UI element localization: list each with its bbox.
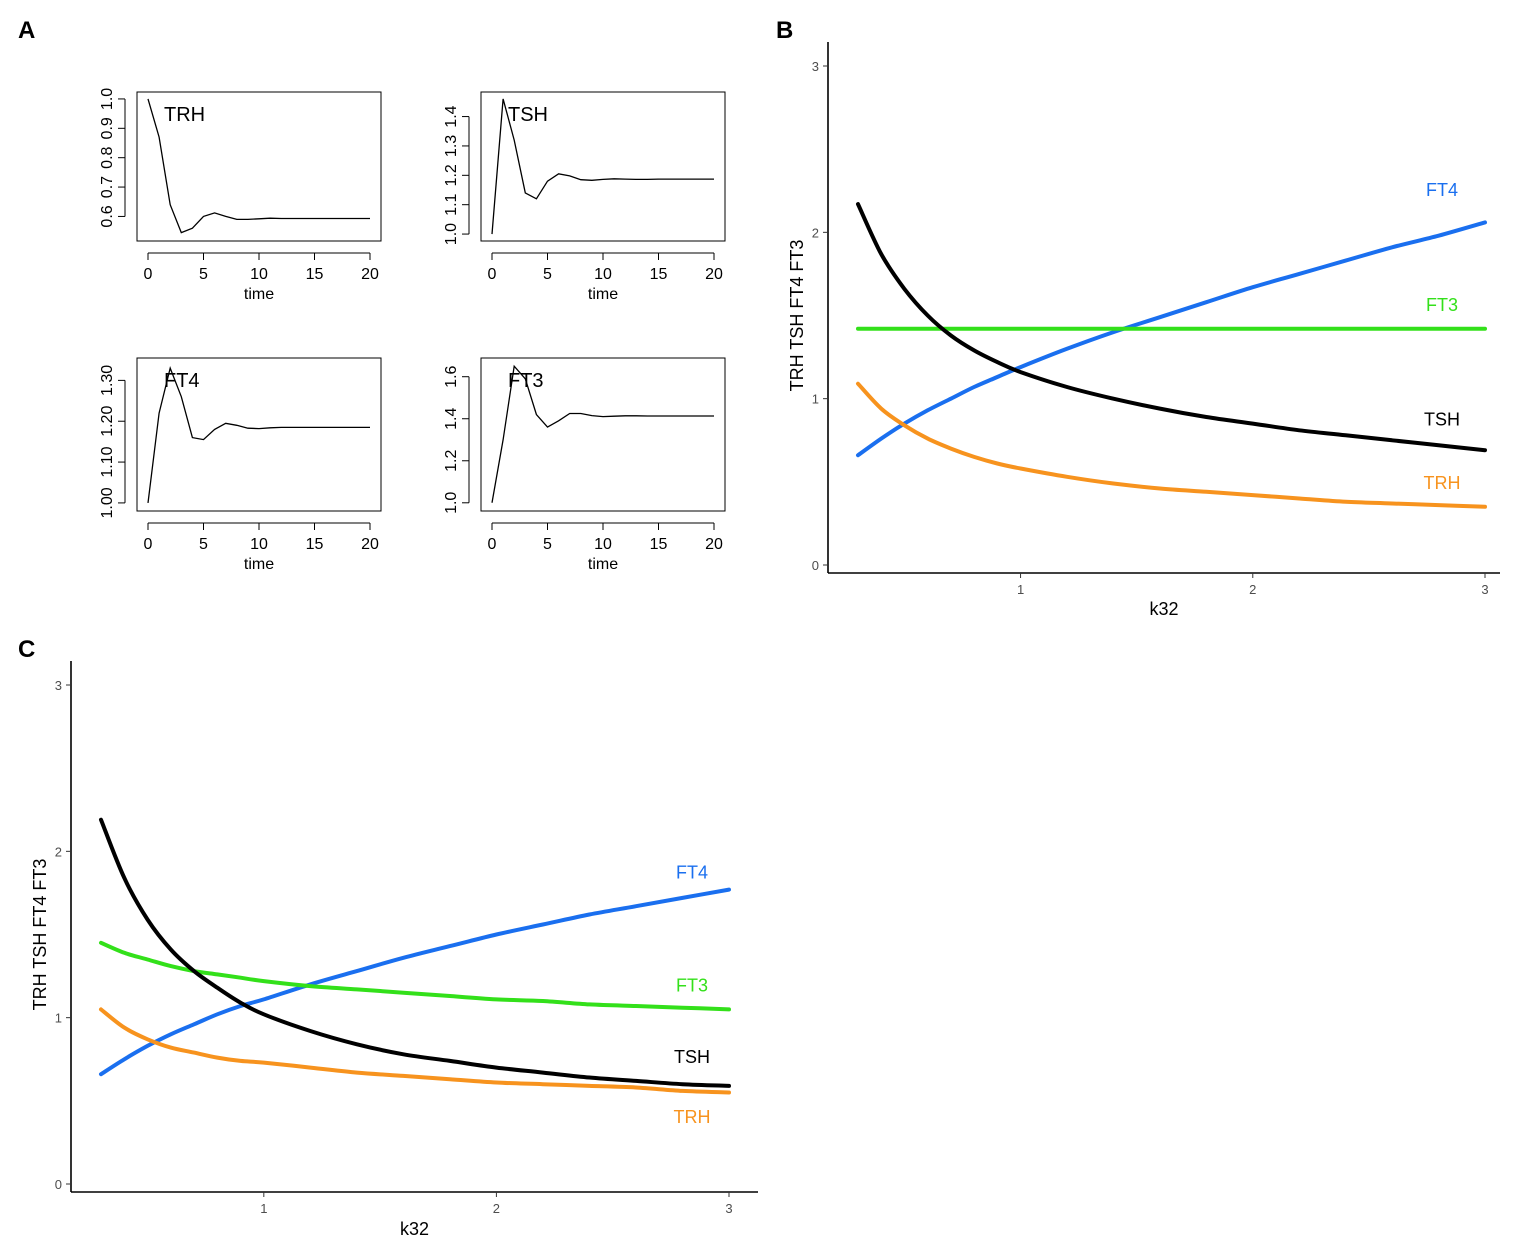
x-tick-label-ft3: 20 bbox=[705, 536, 723, 553]
series-label-b-tsh: TSH bbox=[1424, 410, 1460, 430]
x-axis-title-tsh: time bbox=[588, 286, 618, 303]
x-tick-label-b: 1 bbox=[1017, 582, 1024, 597]
plot-frame-trh bbox=[136, 91, 382, 242]
x-tick-label-tsh: 5 bbox=[543, 266, 552, 283]
x-tick-label-ft4: 10 bbox=[250, 536, 268, 553]
x-tick-label-c: 1 bbox=[260, 1201, 267, 1216]
y-tick-label-c: 2 bbox=[55, 844, 62, 859]
y-tick-label-ft4: 1.20 bbox=[99, 406, 116, 437]
panel-label-a: A bbox=[18, 17, 35, 44]
x-tick-label-ft4: 0 bbox=[144, 536, 153, 553]
plot-title-ft3: FT3 bbox=[508, 370, 544, 392]
series-line-c-trh bbox=[99, 1007, 731, 1095]
y-tick-label-trh: 0.6 bbox=[99, 205, 116, 227]
x-tick-label-ft4: 20 bbox=[361, 536, 379, 553]
y-tick-label-tsh: 1.4 bbox=[443, 105, 460, 127]
y-tick-label-ft4: 1.00 bbox=[99, 487, 116, 518]
x-tick-label-ft4: 15 bbox=[306, 536, 324, 553]
panel-label-b: B bbox=[776, 17, 793, 44]
y-tick-label-tsh: 1.3 bbox=[443, 135, 460, 157]
plot-title-tsh: TSH bbox=[508, 104, 548, 126]
y-tick-label-b: 0 bbox=[812, 558, 819, 573]
series-label-b-ft4: FT4 bbox=[1426, 180, 1458, 200]
y-tick-label-b: 1 bbox=[812, 392, 819, 407]
series-line-c-ft4 bbox=[99, 887, 731, 1077]
series-line-tsh bbox=[491, 98, 714, 235]
plot-frame-ft3 bbox=[480, 357, 726, 512]
x-tick-label-c: 3 bbox=[725, 1201, 732, 1216]
series-label-c-ft3: FT3 bbox=[676, 975, 708, 995]
y-tick-label-c: 0 bbox=[55, 1177, 62, 1192]
series-label-b-ft3: FT3 bbox=[1426, 295, 1458, 315]
x-tick-label-tsh: 0 bbox=[488, 266, 497, 283]
plot-frame-tsh bbox=[480, 91, 726, 242]
y-tick-label-ft3: 1.6 bbox=[443, 365, 460, 387]
x-tick-label-ft3: 10 bbox=[594, 536, 612, 553]
x-tick-label-ft4: 5 bbox=[199, 536, 208, 553]
series-line-trh bbox=[147, 98, 370, 234]
y-axis-title-c: TRH TSH FT4 FT3 bbox=[30, 859, 50, 1011]
series-line-ft4 bbox=[147, 365, 370, 503]
x-tick-label-ft3: 5 bbox=[543, 536, 552, 553]
x-axis-title-ft3: time bbox=[588, 556, 618, 573]
y-tick-label-tsh: 1.2 bbox=[443, 164, 460, 186]
series-label-b-trh: TRH bbox=[1424, 473, 1461, 493]
x-tick-label-trh: 0 bbox=[144, 266, 153, 283]
x-axis-title-b: k32 bbox=[1149, 599, 1178, 619]
y-tick-label-ft3: 1.0 bbox=[443, 492, 460, 514]
y-tick-label-trh: 0.9 bbox=[99, 117, 116, 139]
x-tick-label-ft3: 15 bbox=[650, 536, 668, 553]
plot-frame-ft4 bbox=[136, 357, 382, 512]
series-label-c-ft4: FT4 bbox=[676, 862, 708, 882]
x-tick-label-tsh: 10 bbox=[594, 266, 612, 283]
x-tick-label-ft3: 0 bbox=[488, 536, 497, 553]
x-axis-title-c: k32 bbox=[400, 1219, 429, 1239]
y-axis-title-b: TRH TSH FT4 FT3 bbox=[787, 240, 807, 392]
series-line-c-ft3 bbox=[99, 940, 731, 1012]
panel-label-c: C bbox=[18, 636, 35, 663]
y-tick-label-trh: 1.0 bbox=[99, 88, 116, 110]
x-tick-label-b: 2 bbox=[1249, 582, 1256, 597]
plot-title-ft4: FT4 bbox=[164, 370, 200, 392]
x-axis-title-trh: time bbox=[244, 286, 274, 303]
x-tick-label-trh: 10 bbox=[250, 266, 268, 283]
x-tick-label-trh: 5 bbox=[199, 266, 208, 283]
series-line-c-tsh bbox=[99, 817, 731, 1088]
x-tick-label-tsh: 20 bbox=[705, 266, 723, 283]
series-line-b-ft4 bbox=[856, 220, 1487, 458]
x-tick-label-trh: 15 bbox=[306, 266, 324, 283]
y-tick-label-c: 1 bbox=[55, 1011, 62, 1026]
y-tick-label-ft4: 1.10 bbox=[99, 446, 116, 477]
y-tick-label-b: 3 bbox=[812, 59, 819, 74]
x-tick-label-tsh: 15 bbox=[650, 266, 668, 283]
plot-title-trh: TRH bbox=[164, 104, 205, 126]
y-tick-label-ft3: 1.4 bbox=[443, 408, 460, 430]
series-label-c-tsh: TSH bbox=[674, 1047, 710, 1067]
y-tick-label-c: 3 bbox=[55, 678, 62, 693]
y-tick-label-b: 2 bbox=[812, 225, 819, 240]
x-axis-title-ft4: time bbox=[244, 556, 274, 573]
y-tick-label-ft3: 1.2 bbox=[443, 450, 460, 472]
x-tick-label-trh: 20 bbox=[361, 266, 379, 283]
y-tick-label-tsh: 1.0 bbox=[443, 223, 460, 245]
x-tick-label-b: 3 bbox=[1481, 582, 1488, 597]
series-line-ft3 bbox=[491, 364, 714, 503]
y-tick-label-tsh: 1.1 bbox=[443, 193, 460, 215]
series-line-b-trh bbox=[856, 381, 1487, 509]
y-tick-label-trh: 0.7 bbox=[99, 176, 116, 198]
series-label-c-trh: TRH bbox=[674, 1107, 711, 1127]
y-tick-label-ft4: 1.30 bbox=[99, 365, 116, 396]
y-tick-label-trh: 0.8 bbox=[99, 146, 116, 168]
series-line-b-tsh bbox=[856, 202, 1487, 453]
x-tick-label-c: 2 bbox=[493, 1201, 500, 1216]
